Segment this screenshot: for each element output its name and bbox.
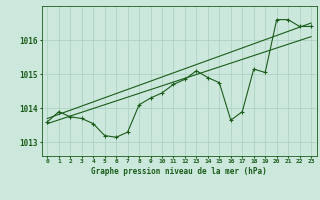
X-axis label: Graphe pression niveau de la mer (hPa): Graphe pression niveau de la mer (hPa) [91,167,267,176]
